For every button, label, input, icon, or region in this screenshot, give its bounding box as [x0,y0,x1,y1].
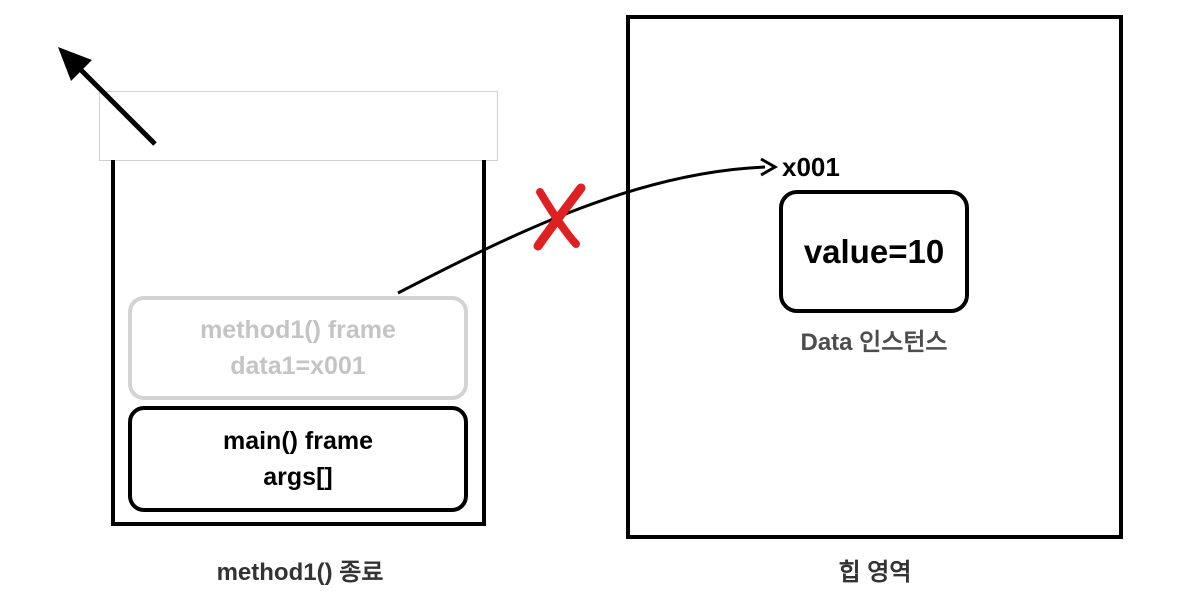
stack-caption: method1() 종료 [216,559,384,586]
instance-address-label: x001 [782,152,840,182]
instance-value: value=10 [803,232,945,270]
data-instance-box: value=10 [779,190,969,313]
broken-reference-cross-icon [533,183,586,251]
method1-frame-title: method1() frame [200,316,396,344]
method1-frame-detail: data1=x001 [230,352,366,380]
heap-caption: 힙 영역 [838,559,912,586]
instance-caption: Data 인스턴스 [800,329,948,356]
main-frame: main() frame args[] [128,406,468,512]
method1-frame: method1() frame data1=x001 [128,296,468,400]
main-frame-title: main() frame [222,427,374,455]
main-frame-detail: args[] [263,463,333,491]
stack-area [111,160,486,526]
stack-top-lid [99,91,498,161]
